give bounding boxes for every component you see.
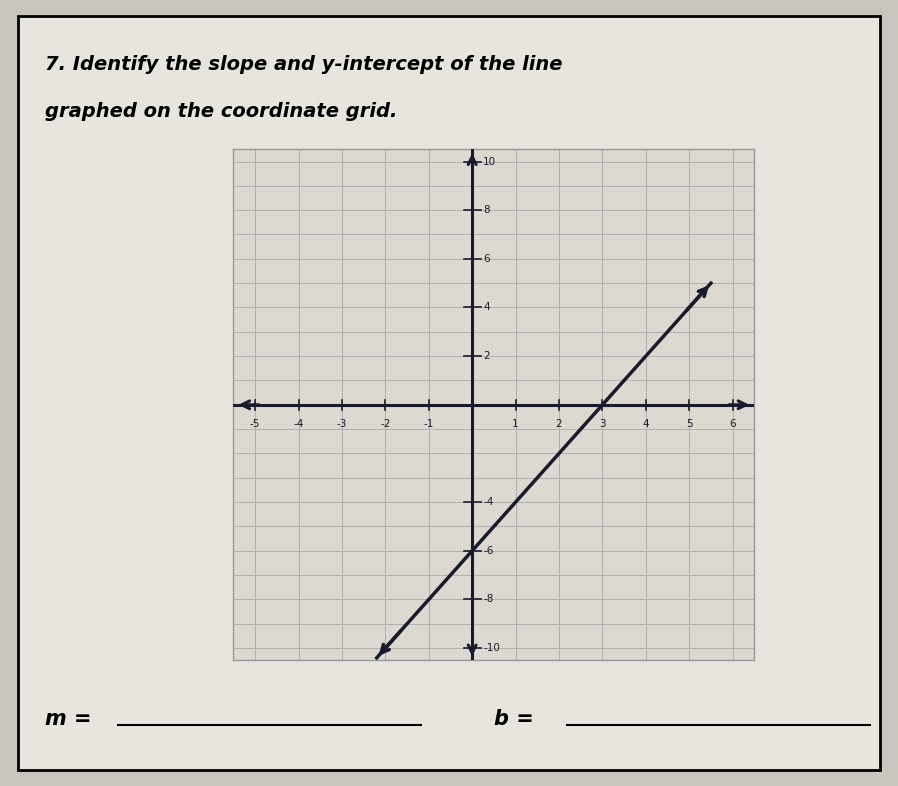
Text: -10: -10 [483, 643, 500, 653]
Text: 7. Identify the slope and y-intercept of the line: 7. Identify the slope and y-intercept of… [45, 55, 562, 74]
Text: 2: 2 [483, 351, 489, 361]
Text: 5: 5 [686, 420, 692, 429]
Text: 1: 1 [512, 420, 519, 429]
Text: graphed on the coordinate grid.: graphed on the coordinate grid. [45, 102, 397, 121]
Text: -4: -4 [483, 497, 493, 507]
Text: 2: 2 [556, 420, 562, 429]
Text: -6: -6 [483, 545, 493, 556]
Text: -2: -2 [380, 420, 391, 429]
FancyBboxPatch shape [18, 16, 880, 770]
Text: 4: 4 [642, 420, 649, 429]
Text: 8: 8 [483, 205, 489, 215]
Text: m =: m = [45, 709, 99, 729]
Text: 3: 3 [599, 420, 606, 429]
Text: 6: 6 [483, 254, 489, 264]
Text: -8: -8 [483, 594, 493, 604]
Text: -4: -4 [294, 420, 304, 429]
Text: -3: -3 [337, 420, 348, 429]
Text: 10: 10 [483, 156, 497, 167]
Text: b =: b = [494, 709, 541, 729]
Text: 4: 4 [483, 303, 489, 313]
Text: -1: -1 [424, 420, 434, 429]
Text: -5: -5 [250, 420, 260, 429]
Text: 6: 6 [729, 420, 736, 429]
